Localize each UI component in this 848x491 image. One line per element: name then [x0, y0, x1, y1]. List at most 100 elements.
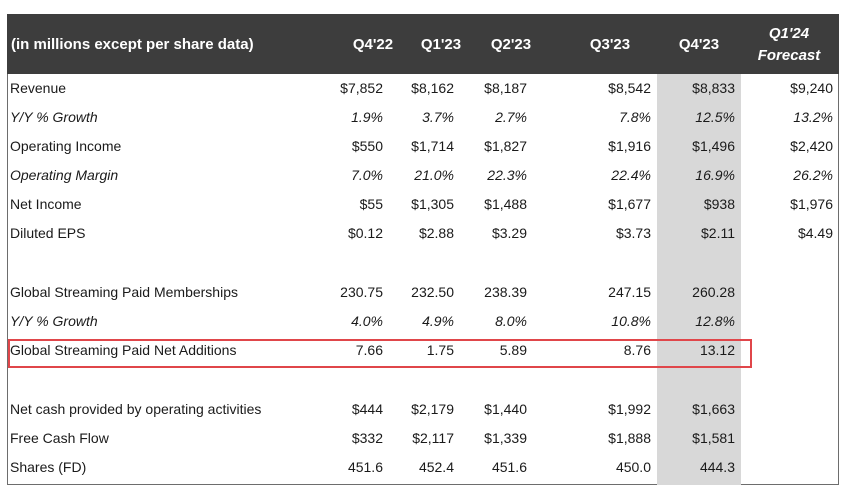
- cell-q1-23: 232.50: [411, 284, 454, 300]
- cell-q1-23: 21.0%: [414, 167, 454, 183]
- cell-q4-23: $2.11: [701, 225, 735, 241]
- cell-q1-24-forecast: $1,976: [790, 196, 833, 212]
- row-label: Net cash provided by operating activitie…: [10, 401, 262, 417]
- cell-q2-23: 22.3%: [487, 167, 527, 183]
- table-row-yy-growth-revenue: Y/Y % Growth 1.9% 3.7% 2.7% 7.8% 12.5% 13.2%: [7, 103, 839, 131]
- header-col-forecast-period: Q1'24: [768, 25, 810, 42]
- header-col-q1-23: Q1'23: [420, 36, 462, 53]
- cell-q4-22: 4.0%: [351, 313, 383, 329]
- cell-q4-22: $0.12: [347, 225, 383, 241]
- row-label: Y/Y % Growth: [10, 313, 98, 329]
- cell-q1-23: 4.9%: [422, 313, 454, 329]
- cell-q1-24-forecast: $2,420: [790, 138, 833, 154]
- cell-q4-22: 451.6: [347, 459, 383, 475]
- cell-q1-23: $8,162: [411, 80, 454, 96]
- cell-q3-23: $8,542: [608, 80, 651, 96]
- header-col-q4-23: Q4'23: [678, 36, 720, 53]
- header-col-forecast-label: Forecast: [757, 47, 821, 64]
- cell-q2-23: 8.0%: [495, 313, 527, 329]
- cell-q2-23: $1,440: [484, 401, 527, 417]
- header-col-q2-23: Q2'23: [490, 36, 532, 53]
- cell-q4-23: $1,496: [692, 138, 735, 154]
- cell-q4-23: 13.12: [699, 342, 735, 358]
- cell-q1-24-forecast: 13.2%: [793, 109, 833, 125]
- row-label: Shares (FD): [10, 459, 87, 475]
- cell-q2-23: 451.6: [491, 459, 527, 475]
- table-row-revenue: Revenue $7,852 $8,162 $8,187 $8,542 $8,833 $9,…: [7, 74, 839, 102]
- cell-q4-23: 260.28: [692, 284, 735, 300]
- cell-q4-22: $332: [351, 430, 383, 446]
- cell-q2-23: $1,488: [484, 196, 527, 212]
- cell-q4-22: $7,852: [340, 80, 383, 96]
- cell-q2-23: 238.39: [484, 284, 527, 300]
- cell-q4-23: 16.9%: [695, 167, 735, 183]
- cell-q4-23: $1,581: [692, 430, 735, 446]
- table-row-shares-fd: Shares (FD) 451.6 452.4 451.6 450.0 444.3: [7, 453, 839, 481]
- table-row-operating-margin: Operating Margin 7.0% 21.0% 22.3% 22.4% 16.9%…: [7, 161, 839, 189]
- row-label: Operating Margin: [10, 167, 119, 183]
- header-col-q4-22: Q4'22: [352, 36, 394, 53]
- table-row-operating-cash-flow: Net cash provided by operating activitie…: [7, 395, 839, 423]
- cell-q4-23: 444.3: [699, 459, 735, 475]
- row-label: Diluted EPS: [10, 225, 86, 241]
- table-header: [7, 14, 839, 74]
- row-label: Operating Income: [10, 138, 122, 154]
- cell-q4-23: 12.8%: [695, 313, 735, 329]
- cell-q2-23: $8,187: [484, 80, 527, 96]
- cell-q2-23: $1,827: [484, 138, 527, 154]
- cell-q3-23: $1,888: [608, 430, 651, 446]
- header-col-q3-23: Q3'23: [589, 36, 631, 53]
- row-label: Net Income: [10, 196, 82, 212]
- cell-q3-23: 7.8%: [619, 109, 651, 125]
- cell-q1-24-forecast: $4.49: [797, 225, 833, 241]
- cell-q1-23: 1.75: [426, 342, 454, 358]
- cell-q1-23: $1,305: [411, 196, 454, 212]
- row-label: Free Cash Flow: [10, 430, 109, 446]
- table-row-yy-growth-memberships: Y/Y % Growth 4.0% 4.9% 8.0% 10.8% 12.8%: [7, 307, 839, 335]
- cell-q3-23: 22.4%: [611, 167, 651, 183]
- cell-q4-23: $1,663: [692, 401, 735, 417]
- row-label: Revenue: [10, 80, 67, 96]
- row-label: Global Streaming Paid Memberships: [10, 284, 238, 300]
- cell-q2-23: $3.29: [491, 225, 527, 241]
- cell-q3-23: 10.8%: [611, 313, 651, 329]
- cell-q1-24-forecast: 26.2%: [793, 167, 833, 183]
- cell-q4-22: 7.0%: [351, 167, 383, 183]
- cell-q3-23: $1,992: [608, 401, 651, 417]
- table-row-paid-memberships: Global Streaming Paid Memberships 230.75 2…: [7, 278, 839, 306]
- cell-q4-23: $8,833: [692, 80, 735, 96]
- cell-q1-24-forecast: $9,240: [790, 80, 833, 96]
- cell-q3-23: $3.73: [615, 225, 651, 241]
- cell-q3-23: 8.76: [623, 342, 651, 358]
- cell-q4-22: $55: [359, 196, 383, 212]
- cell-q4-23: $938: [703, 196, 735, 212]
- current-quarter-highlight-column: [657, 74, 741, 485]
- row-label: Global Streaming Paid Net Additions: [10, 342, 237, 358]
- table-row-paid-net-additions: Global Streaming Paid Net Additions 7.66 1…: [7, 336, 839, 364]
- cell-q3-23: $1,916: [608, 138, 651, 154]
- cell-q1-23: $2.88: [418, 225, 454, 241]
- cell-q3-23: 247.15: [608, 284, 651, 300]
- cell-q1-23: $2,117: [412, 430, 454, 446]
- cell-q1-23: $1,714: [411, 138, 454, 154]
- header-units-label: (in millions except per share data): [11, 36, 254, 53]
- cell-q2-23: 2.7%: [495, 109, 527, 125]
- cell-q4-22: $550: [351, 138, 383, 154]
- net-additions-highlight-box: [8, 339, 752, 368]
- cell-q2-23: 5.89: [499, 342, 527, 358]
- cell-q1-23: 3.7%: [422, 109, 454, 125]
- cell-q4-22: $444: [351, 401, 383, 417]
- cell-q4-22: 1.9%: [351, 109, 383, 125]
- cell-q4-23: 12.5%: [695, 109, 735, 125]
- table-row-diluted-eps: Diluted EPS $0.12 $2.88 $3.29 $3.73 $2.11 $4.4…: [7, 219, 839, 247]
- table-row-operating-income: Operating Income $550 $1,714 $1,827 $1,916 $1…: [7, 132, 839, 160]
- table-row-free-cash-flow: Free Cash Flow $332 $2,117 $1,339 $1,888 $1,5…: [7, 424, 839, 452]
- cell-q2-23: $1,339: [484, 430, 527, 446]
- cell-q4-22: 7.66: [355, 342, 383, 358]
- cell-q1-23: 452.4: [418, 459, 454, 475]
- table-row-net-income: Net Income $55 $1,305 $1,488 $1,677 $938 $1,97…: [7, 190, 839, 218]
- cell-q3-23: $1,677: [608, 196, 651, 212]
- cell-q1-23: $2,179: [411, 401, 454, 417]
- cell-q3-23: 450.0: [615, 459, 651, 475]
